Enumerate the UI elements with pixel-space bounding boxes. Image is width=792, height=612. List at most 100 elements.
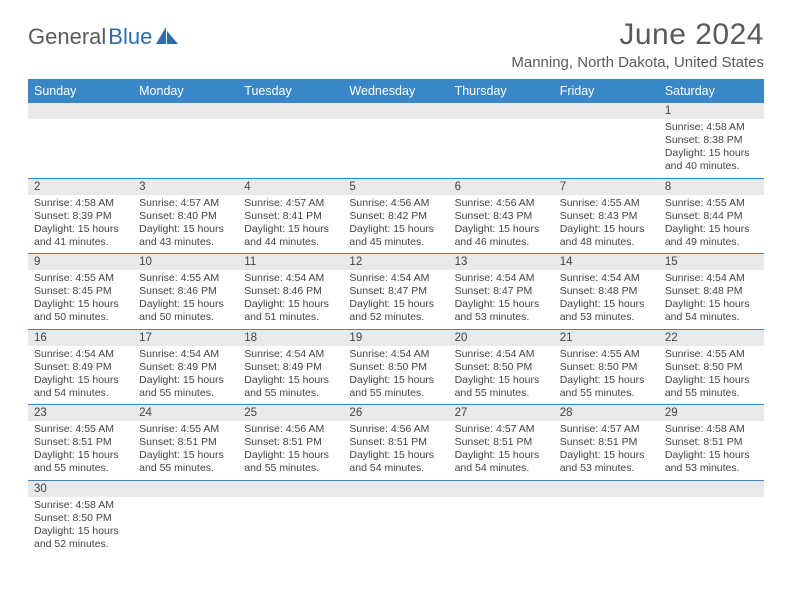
day-details: Sunrise: 4:57 AMSunset: 8:51 PMDaylight:… [449,421,554,480]
day-details [238,497,343,503]
sunset-text: Sunset: 8:43 PM [560,210,653,223]
day-number: 14 [554,254,659,270]
day-details: Sunrise: 4:55 AMSunset: 8:46 PMDaylight:… [133,270,238,329]
day-details: Sunrise: 4:58 AMSunset: 8:51 PMDaylight:… [659,421,764,480]
sunset-text: Sunset: 8:40 PM [139,210,232,223]
sunset-text: Sunset: 8:46 PM [244,285,337,298]
daylight-text: Daylight: 15 hours and 55 minutes. [560,374,653,400]
sunrise-text: Sunrise: 4:58 AM [34,197,127,210]
day-details: Sunrise: 4:56 AMSunset: 8:42 PMDaylight:… [343,195,448,254]
sunset-text: Sunset: 8:51 PM [244,436,337,449]
day-details [554,497,659,503]
day-number: 20 [449,330,554,346]
day-number: 13 [449,254,554,270]
header: GeneralBlue June 2024 Manning, North Dak… [28,18,764,71]
sunset-text: Sunset: 8:44 PM [665,210,758,223]
day-number: 21 [554,330,659,346]
sunset-text: Sunset: 8:51 PM [455,436,548,449]
sunset-text: Sunset: 8:38 PM [665,134,758,147]
sunset-text: Sunset: 8:43 PM [455,210,548,223]
day-details: Sunrise: 4:58 AMSunset: 8:38 PMDaylight:… [659,119,764,178]
day-number [238,103,343,119]
calendar-day: 27Sunrise: 4:57 AMSunset: 8:51 PMDayligh… [449,405,554,480]
day-number [133,481,238,497]
sunset-text: Sunset: 8:50 PM [560,361,653,374]
sunset-text: Sunset: 8:50 PM [455,361,548,374]
sunset-text: Sunset: 8:51 PM [560,436,653,449]
day-number: 1 [659,103,764,119]
daylight-text: Daylight: 15 hours and 53 minutes. [665,449,758,475]
day-details: Sunrise: 4:55 AMSunset: 8:44 PMDaylight:… [659,195,764,254]
calendar-day: 9Sunrise: 4:55 AMSunset: 8:45 PMDaylight… [28,254,133,329]
sunset-text: Sunset: 8:48 PM [560,285,653,298]
daylight-text: Daylight: 15 hours and 43 minutes. [139,223,232,249]
day-number: 22 [659,330,764,346]
sunrise-text: Sunrise: 4:54 AM [34,348,127,361]
calendar-day [133,103,238,178]
calendar-day: 8Sunrise: 4:55 AMSunset: 8:44 PMDaylight… [659,179,764,254]
sunrise-text: Sunrise: 4:56 AM [349,197,442,210]
calendar-day [659,481,764,556]
daylight-text: Daylight: 15 hours and 53 minutes. [560,298,653,324]
calendar-day: 11Sunrise: 4:54 AMSunset: 8:46 PMDayligh… [238,254,343,329]
daylight-text: Daylight: 15 hours and 52 minutes. [34,525,127,551]
daylight-text: Daylight: 15 hours and 53 minutes. [560,449,653,475]
day-number: 3 [133,179,238,195]
sunrise-text: Sunrise: 4:56 AM [455,197,548,210]
calendar-day: 24Sunrise: 4:55 AMSunset: 8:51 PMDayligh… [133,405,238,480]
daylight-text: Daylight: 15 hours and 49 minutes. [665,223,758,249]
daylight-text: Daylight: 15 hours and 55 minutes. [455,374,548,400]
daylight-text: Daylight: 15 hours and 53 minutes. [455,298,548,324]
calendar-week: 2Sunrise: 4:58 AMSunset: 8:39 PMDaylight… [28,179,764,255]
day-number: 25 [238,405,343,421]
day-number: 27 [449,405,554,421]
calendar-week: 9Sunrise: 4:55 AMSunset: 8:45 PMDaylight… [28,254,764,330]
day-number: 15 [659,254,764,270]
calendar-day: 1Sunrise: 4:58 AMSunset: 8:38 PMDaylight… [659,103,764,178]
daylight-text: Daylight: 15 hours and 46 minutes. [455,223,548,249]
daylight-text: Daylight: 15 hours and 54 minutes. [455,449,548,475]
calendar-day: 26Sunrise: 4:56 AMSunset: 8:51 PMDayligh… [343,405,448,480]
title-block: June 2024 Manning, North Dakota, United … [511,18,764,71]
daylight-text: Daylight: 15 hours and 55 minutes. [244,374,337,400]
sunset-text: Sunset: 8:41 PM [244,210,337,223]
sunrise-text: Sunrise: 4:54 AM [244,348,337,361]
day-number: 17 [133,330,238,346]
sunrise-text: Sunrise: 4:57 AM [244,197,337,210]
day-number [449,103,554,119]
sunrise-text: Sunrise: 4:58 AM [665,423,758,436]
sunrise-text: Sunrise: 4:55 AM [665,197,758,210]
sunset-text: Sunset: 8:50 PM [34,512,127,525]
day-details: Sunrise: 4:54 AMSunset: 8:49 PMDaylight:… [28,346,133,405]
sunrise-text: Sunrise: 4:55 AM [560,197,653,210]
day-details: Sunrise: 4:57 AMSunset: 8:40 PMDaylight:… [133,195,238,254]
sunset-text: Sunset: 8:45 PM [34,285,127,298]
sunset-text: Sunset: 8:46 PM [139,285,232,298]
calendar-day: 14Sunrise: 4:54 AMSunset: 8:48 PMDayligh… [554,254,659,329]
calendar-day: 5Sunrise: 4:56 AMSunset: 8:42 PMDaylight… [343,179,448,254]
day-number: 24 [133,405,238,421]
day-number: 26 [343,405,448,421]
calendar-day [449,481,554,556]
day-number: 23 [28,405,133,421]
day-details [343,119,448,125]
daylight-text: Daylight: 15 hours and 55 minutes. [244,449,337,475]
day-number [554,103,659,119]
weekday-header: Saturday [659,79,764,103]
month-title: June 2024 [511,18,764,52]
day-number: 6 [449,179,554,195]
daylight-text: Daylight: 15 hours and 54 minutes. [349,449,442,475]
sunset-text: Sunset: 8:47 PM [349,285,442,298]
day-number: 5 [343,179,448,195]
day-details: Sunrise: 4:54 AMSunset: 8:49 PMDaylight:… [238,346,343,405]
sunset-text: Sunset: 8:51 PM [34,436,127,449]
sunset-text: Sunset: 8:51 PM [349,436,442,449]
day-number: 4 [238,179,343,195]
daylight-text: Daylight: 15 hours and 50 minutes. [139,298,232,324]
day-details [449,497,554,503]
sunset-text: Sunset: 8:48 PM [665,285,758,298]
calendar-day: 7Sunrise: 4:55 AMSunset: 8:43 PMDaylight… [554,179,659,254]
sunset-text: Sunset: 8:39 PM [34,210,127,223]
day-details [659,497,764,503]
day-details: Sunrise: 4:54 AMSunset: 8:48 PMDaylight:… [554,270,659,329]
